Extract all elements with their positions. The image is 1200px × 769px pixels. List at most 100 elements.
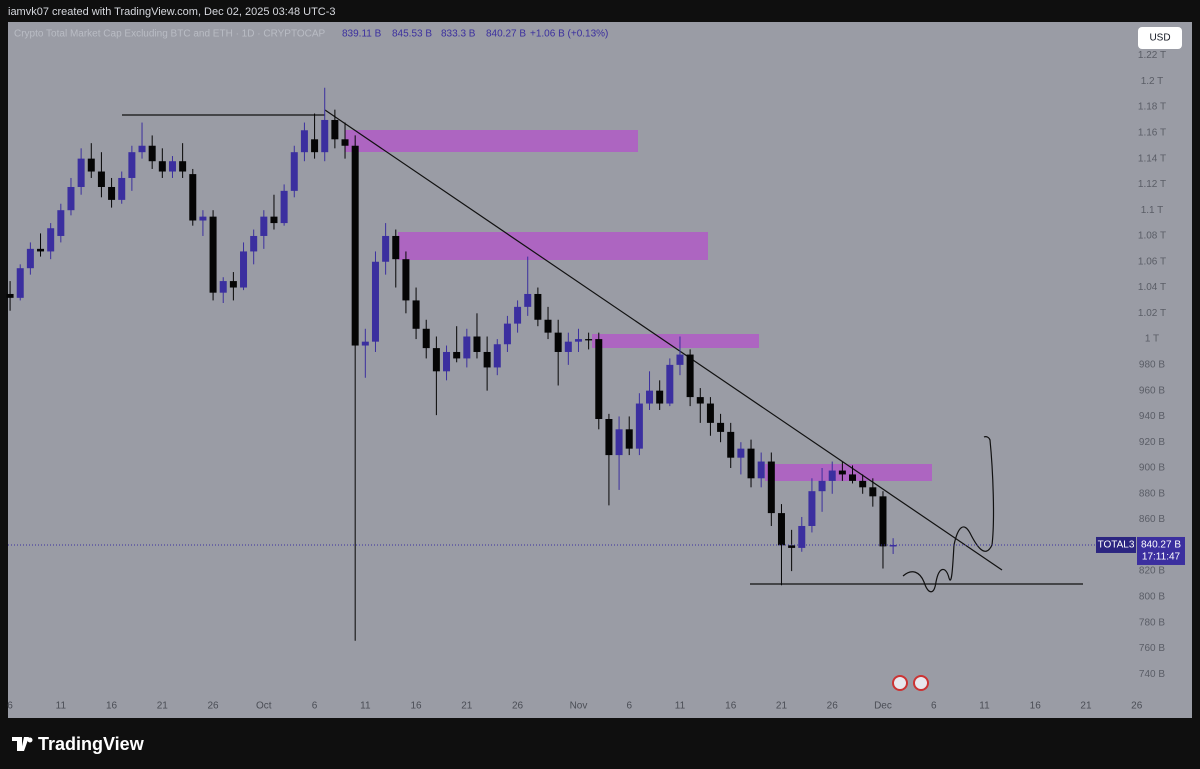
- candle-body: [422, 328, 430, 349]
- candle-body: [443, 351, 451, 372]
- price-label: 840.27 B: [1141, 540, 1181, 551]
- candle-body: [808, 491, 816, 526]
- candle-body: [483, 351, 491, 368]
- currency-button[interactable]: [1138, 27, 1182, 49]
- projection-sketch: [902, 436, 995, 593]
- x-tick-label: Dec: [874, 701, 892, 712]
- x-tick-label: 11: [675, 701, 686, 712]
- y-tick-label: 1.22 T: [1138, 50, 1166, 61]
- y-tick-label: 960 B: [1139, 385, 1165, 396]
- candle-body: [16, 268, 24, 298]
- candle-body: [554, 332, 562, 352]
- x-tick-label: 26: [208, 701, 220, 712]
- candle-body: [503, 323, 511, 345]
- candle-body: [280, 190, 288, 224]
- candle-body: [524, 293, 532, 307]
- candle-body: [737, 448, 745, 458]
- currency-label[interactable]: USD: [1149, 33, 1170, 44]
- y-tick-label: 1.02 T: [1138, 308, 1166, 319]
- candle-body: [595, 339, 603, 420]
- x-tick-label: 6: [7, 701, 13, 712]
- candle-body: [564, 341, 572, 352]
- candle-body: [77, 158, 85, 187]
- event-icon[interactable]: [913, 675, 929, 691]
- y-tick-label: 780 B: [1139, 617, 1165, 628]
- x-tick-label: 6: [626, 701, 632, 712]
- legend-low: 833.3 B: [441, 29, 476, 40]
- candle-body: [412, 300, 420, 329]
- candle-body: [311, 139, 319, 153]
- x-tick-label: 16: [106, 701, 118, 712]
- candle-body: [798, 525, 806, 548]
- candle-body: [118, 177, 126, 200]
- x-tick-label: Oct: [256, 701, 272, 712]
- candle-body: [128, 152, 136, 178]
- candle-body: [676, 354, 684, 365]
- y-tick-label: 740 B: [1139, 669, 1165, 680]
- legend-close: 840.27 B: [486, 29, 526, 40]
- candle-body: [879, 496, 887, 547]
- y-tick-label: 980 B: [1139, 360, 1165, 371]
- candle-body: [656, 390, 664, 404]
- legend-open: 839.11 B: [342, 29, 382, 40]
- y-tick-label: 1.14 T: [1138, 153, 1166, 164]
- candle-body: [625, 429, 633, 449]
- x-tick-label: 16: [725, 701, 737, 712]
- candle-body: [229, 281, 237, 288]
- candle-body: [757, 461, 765, 479]
- x-tick-label: Nov: [570, 701, 588, 712]
- x-tick-label: 11: [360, 701, 371, 712]
- candle-body: [615, 429, 623, 456]
- candle-body: [97, 171, 105, 187]
- y-tick-label: 1.12 T: [1138, 179, 1166, 190]
- brand-name: TradingView: [38, 734, 145, 754]
- candle-body: [453, 351, 461, 359]
- footer-bar: [0, 718, 1200, 769]
- x-tick-label: 11: [979, 701, 990, 712]
- candle-body: [534, 293, 542, 320]
- candle-body: [818, 480, 826, 492]
- candle-body: [321, 119, 329, 153]
- candle-body: [514, 306, 522, 324]
- legend-title: Crypto Total Market Cap Excluding BTC an…: [14, 29, 326, 40]
- legend-change: +1.06 B (+0.13%): [530, 29, 608, 40]
- zone: [765, 464, 932, 481]
- candle-body: [361, 341, 369, 346]
- countdown-label: 17:11:47: [1142, 552, 1181, 563]
- candle-body: [696, 397, 704, 404]
- candle-body: [260, 216, 268, 236]
- y-tick-label: 820 B: [1139, 566, 1165, 577]
- candle-body: [382, 235, 390, 262]
- trend-line: [324, 109, 1003, 571]
- event-icon[interactable]: [892, 675, 908, 691]
- brand-logo: [12, 737, 29, 751]
- candle-body: [635, 403, 643, 449]
- brand-logo: [27, 737, 33, 743]
- y-tick-label: 760 B: [1139, 643, 1165, 654]
- candle-body: [168, 161, 176, 172]
- price-tag: [1137, 536, 1185, 565]
- candle-body: [199, 216, 207, 221]
- x-tick-label: 21: [776, 701, 788, 712]
- candle-body: [250, 235, 258, 252]
- y-tick-label: 920 B: [1139, 437, 1165, 448]
- candle-body: [189, 174, 197, 221]
- candle-body: [67, 186, 75, 211]
- zone: [398, 232, 708, 260]
- candle-body: [37, 248, 45, 252]
- x-tick-label: 21: [157, 701, 169, 712]
- candle-body: [788, 545, 796, 548]
- candle-body: [179, 161, 187, 172]
- y-tick-label: 1.18 T: [1138, 102, 1166, 113]
- y-tick-label: 800 B: [1139, 592, 1165, 603]
- x-tick-label: 11: [56, 701, 67, 712]
- y-tick-label: 860 B: [1139, 514, 1165, 525]
- symbol-label: TOTAL3: [1098, 540, 1135, 551]
- candle-body: [838, 470, 846, 475]
- candle-body: [219, 281, 227, 293]
- candle-body: [290, 152, 298, 191]
- candle-body: [544, 319, 552, 333]
- candle-body: [493, 344, 501, 368]
- y-tick-label: 940 B: [1139, 411, 1165, 422]
- candle-body: [463, 336, 471, 359]
